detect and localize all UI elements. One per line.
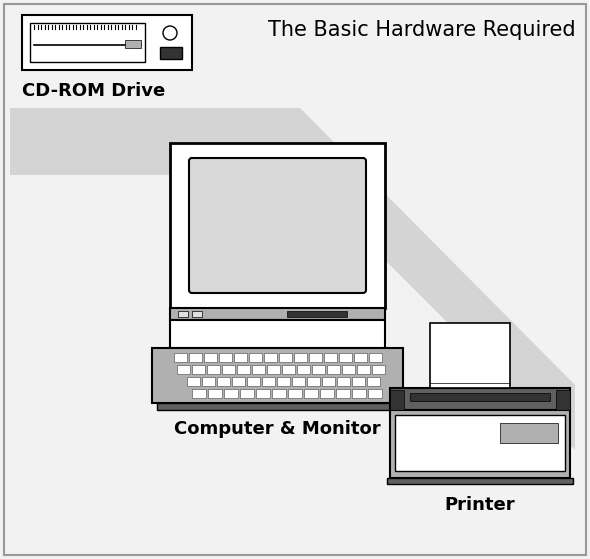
Bar xyxy=(267,365,280,374)
Text: CD-ROM Drive: CD-ROM Drive xyxy=(22,82,165,100)
Bar xyxy=(271,389,286,398)
Bar xyxy=(303,389,317,398)
Bar xyxy=(255,389,270,398)
Bar xyxy=(170,320,385,348)
Bar xyxy=(160,47,182,59)
Bar xyxy=(170,143,385,308)
Bar xyxy=(217,377,230,386)
Bar xyxy=(336,389,349,398)
Bar xyxy=(337,377,350,386)
Bar xyxy=(395,415,565,471)
Text: The Basic Hardware Required: The Basic Hardware Required xyxy=(268,20,576,40)
Bar xyxy=(173,353,186,362)
Bar xyxy=(342,365,355,374)
Bar xyxy=(262,377,275,386)
Bar xyxy=(312,365,325,374)
Bar xyxy=(339,353,352,362)
FancyBboxPatch shape xyxy=(189,158,366,293)
Bar xyxy=(170,308,385,320)
Bar xyxy=(202,377,215,386)
Bar xyxy=(204,353,217,362)
Bar xyxy=(368,389,382,398)
Bar xyxy=(369,353,382,362)
Bar xyxy=(187,377,200,386)
Bar xyxy=(323,353,336,362)
Bar xyxy=(320,389,333,398)
Bar xyxy=(309,353,322,362)
Bar xyxy=(297,365,310,374)
Bar xyxy=(367,377,380,386)
Bar xyxy=(322,377,335,386)
Bar xyxy=(390,388,570,410)
Bar xyxy=(234,353,247,362)
Bar xyxy=(30,23,145,62)
Bar xyxy=(307,377,320,386)
Bar xyxy=(232,377,245,386)
Bar xyxy=(157,403,398,410)
Bar xyxy=(206,365,219,374)
Bar xyxy=(125,40,141,48)
Bar xyxy=(278,353,291,362)
Bar xyxy=(224,389,238,398)
Bar xyxy=(247,377,260,386)
Bar xyxy=(352,389,365,398)
Bar xyxy=(410,393,550,401)
Bar xyxy=(390,390,404,410)
Text: Computer & Monitor: Computer & Monitor xyxy=(174,420,381,438)
Bar xyxy=(240,389,254,398)
Bar xyxy=(22,15,192,70)
Bar xyxy=(281,365,294,374)
Bar xyxy=(390,410,570,478)
Bar xyxy=(500,423,558,443)
Bar xyxy=(248,353,261,362)
Bar xyxy=(556,390,570,410)
Bar xyxy=(292,377,305,386)
Bar xyxy=(353,353,366,362)
Bar xyxy=(152,348,403,403)
Bar xyxy=(430,323,510,388)
Bar xyxy=(237,365,250,374)
Bar xyxy=(387,478,573,484)
Bar xyxy=(277,377,290,386)
Bar xyxy=(218,353,231,362)
Bar xyxy=(326,365,339,374)
Bar xyxy=(352,377,365,386)
Bar xyxy=(356,365,369,374)
Circle shape xyxy=(163,26,177,40)
Bar xyxy=(178,311,188,317)
Bar xyxy=(208,389,221,398)
Text: Printer: Printer xyxy=(445,496,515,514)
Polygon shape xyxy=(10,108,575,450)
Bar xyxy=(287,389,301,398)
Bar xyxy=(188,353,202,362)
Bar xyxy=(251,365,264,374)
Bar xyxy=(192,389,205,398)
Bar xyxy=(293,353,306,362)
Bar xyxy=(264,353,277,362)
Bar xyxy=(372,365,385,374)
Bar xyxy=(287,311,347,317)
Bar xyxy=(221,365,234,374)
Bar xyxy=(192,311,202,317)
Bar xyxy=(176,365,189,374)
Bar xyxy=(192,365,205,374)
